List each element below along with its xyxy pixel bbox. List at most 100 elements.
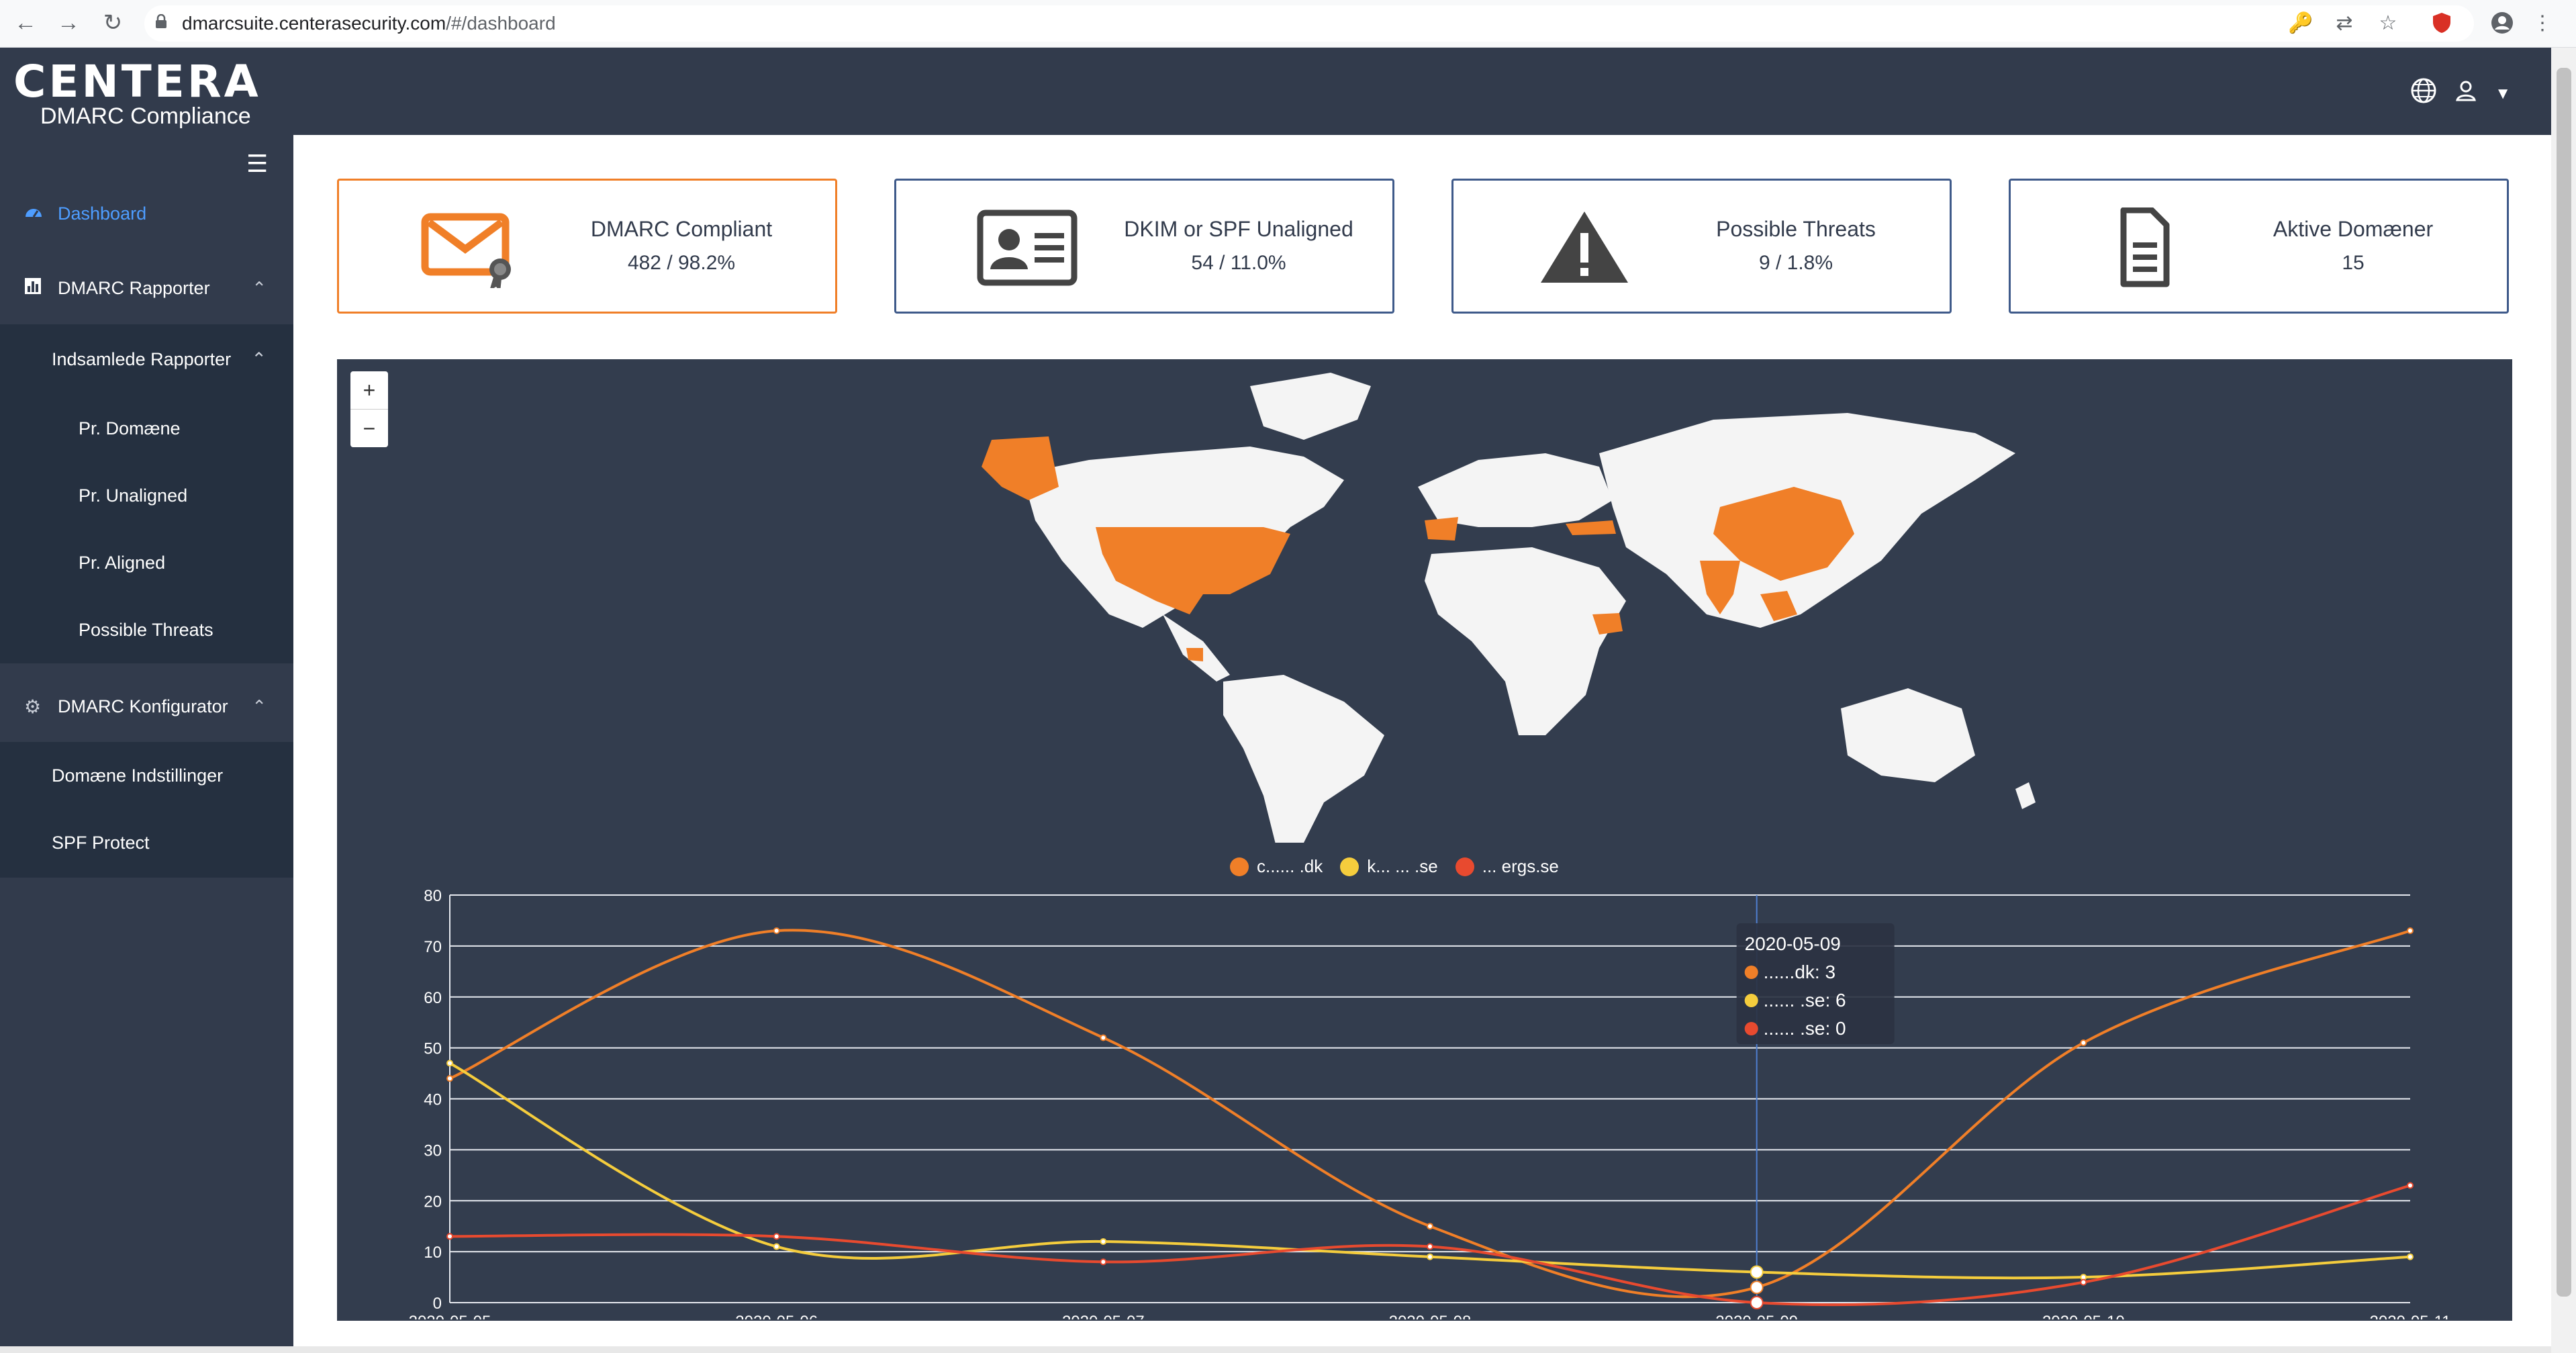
y-tick-label: 20: [424, 1193, 442, 1211]
menu-collapse-icon[interactable]: ☰: [246, 150, 269, 177]
map-india: [1700, 561, 1740, 614]
sidebar-item-pr-unaligned[interactable]: Pr. Unaligned: [0, 462, 293, 529]
shield-icon[interactable]: [2427, 8, 2456, 38]
map-south-america: [1223, 675, 1384, 843]
map-europe: [1418, 453, 1613, 527]
tooltip-date: 2020-05-09: [1745, 933, 1841, 954]
menu-dots-icon[interactable]: ⋮: [2532, 11, 2553, 34]
legend-item[interactable]: k... ... .se: [1340, 856, 1438, 877]
card-title: Aktive Domæner: [2273, 217, 2434, 241]
x-tick-label: 2020-05-07: [1062, 1313, 1145, 1319]
legend-dot: [1340, 857, 1359, 876]
data-point: [1750, 1265, 1764, 1279]
data-point: [2080, 1278, 2087, 1286]
card-title: DKIM or SPF Unaligned: [1124, 217, 1353, 241]
sidebar-item-pr-aligned[interactable]: Pr. Aligned: [0, 529, 293, 596]
sidebar-item-dmarc-rapporter[interactable]: DMARC Rapporter ⌃: [0, 258, 293, 318]
user-icon[interactable]: [2454, 79, 2477, 109]
sidebar-item-label: SPF Protect: [52, 832, 150, 853]
card-dkim-spf-unaligned[interactable]: DKIM or SPF Unaligned 54 / 11.0%: [894, 179, 1394, 314]
y-tick-label: 40: [424, 1091, 442, 1109]
brand-subtitle: DMARC Compliance: [40, 103, 251, 129]
document-icon: [2091, 207, 2192, 288]
star-icon[interactable]: ☆: [2379, 11, 2397, 34]
back-icon[interactable]: ←: [14, 9, 37, 36]
data-point: [2407, 927, 2414, 935]
gear-icon: ⚙: [24, 696, 42, 717]
tooltip-dot: [1744, 966, 1758, 979]
x-tick-label: 2020-05-10: [2042, 1313, 2125, 1319]
card-value: 54 / 11.0%: [1191, 252, 1286, 274]
sidebar-item-domaene-indstillinger[interactable]: Domæne Indstillinger: [0, 742, 293, 809]
x-tick-label: 2020-05-06: [735, 1313, 818, 1319]
chevron-up-icon: ⌃: [252, 277, 267, 298]
forward-icon[interactable]: →: [57, 9, 80, 36]
translate-icon[interactable]: ⇄: [2336, 11, 2353, 34]
account-icon[interactable]: [2487, 8, 2517, 38]
tooltip-dot: [1744, 994, 1758, 1007]
dmarc-konfigurator-submenu: Domæne Indstillinger SPF Protect: [0, 742, 293, 878]
sidebar-item-label: Domæne Indstillinger: [52, 765, 224, 786]
data-point: [1427, 1223, 1433, 1230]
sidebar: ☰ Dashboard DMARC Rapporter ⌃ Indsamlede…: [0, 135, 293, 1353]
world-map[interactable]: [337, 359, 2512, 843]
chart-legend: c...... .dk k... ... .se ... ergs.se: [1230, 856, 1559, 877]
sidebar-item-label: Possible Threats: [79, 619, 213, 640]
x-tick-label: 2020-05-08: [1389, 1313, 1472, 1319]
sidebar-item-dmarc-konfigurator[interactable]: ⚙ DMARC Konfigurator ⌃: [0, 676, 293, 737]
x-tick-label: 2020-05-11: [2370, 1313, 2451, 1319]
legend-item[interactable]: c...... .dk: [1230, 856, 1323, 877]
address-bar[interactable]: dmarcsuite.centerasecurity.com/#/dashboa…: [144, 5, 2474, 42]
card-title: DMARC Compliant: [590, 217, 773, 241]
scrollbar[interactable]: [2551, 48, 2576, 1353]
data-point: [773, 1233, 780, 1240]
chevron-down-icon[interactable]: ▼: [2495, 85, 2511, 103]
legend-dot: [1230, 857, 1249, 876]
x-tick-label: 2020-05-05: [409, 1313, 491, 1319]
data-point: [1100, 1034, 1107, 1041]
sidebar-item-pr-domaene[interactable]: Pr. Domæne: [0, 395, 293, 462]
line-chart[interactable]: 0 10 20 30 40 50 60 70 80 2020-05-05 2020-05-06 202…: [337, 863, 2512, 1319]
bottom-bar: [0, 1346, 2551, 1353]
card-dmarc-compliant[interactable]: DMARC Compliant 482 / 98.2%: [337, 179, 837, 314]
x-tick-label: 2020-05-09: [1715, 1313, 1798, 1319]
sidebar-item-spf-protect[interactable]: SPF Protect: [0, 809, 293, 876]
legend-label: c...... .dk: [1257, 856, 1323, 876]
zoom-in-button[interactable]: +: [350, 371, 388, 410]
y-tick-label: 80: [424, 887, 442, 905]
data-point: [773, 927, 780, 935]
scrollbar-thumb[interactable]: [2557, 68, 2571, 1297]
y-tick-label: 0: [433, 1295, 442, 1313]
tooltip-row: ...... .se: 0: [1764, 1018, 1846, 1039]
data-point: [1100, 1238, 1107, 1245]
sidebar-item-possible-threats[interactable]: Possible Threats: [0, 596, 293, 663]
data-point: [2080, 1039, 2087, 1047]
legend-item[interactable]: ... ergs.se: [1455, 856, 1559, 877]
data-point: [1427, 1253, 1433, 1260]
card-aktive-domaener[interactable]: Aktive Domæner 15: [2009, 179, 2509, 314]
key-icon[interactable]: 🔑: [2288, 11, 2313, 34]
card-value: 482 / 98.2%: [627, 252, 736, 274]
logo[interactable]: CENTERA DMARC Compliance: [13, 60, 261, 129]
reload-icon[interactable]: ↻: [103, 10, 123, 36]
browser-toolbar: ← → ↻ dmarcsuite.centerasecurity.com/#/d…: [0, 0, 2576, 48]
globe-icon[interactable]: [2410, 77, 2437, 111]
map-alaska: [982, 436, 1059, 500]
sidebar-item-label: DMARC Konfigurator: [58, 696, 228, 716]
map-africa: [1425, 547, 1626, 735]
sidebar-item-dashboard[interactable]: Dashboard: [0, 183, 293, 244]
map-turkey: [1566, 520, 1616, 535]
sidebar-item-indsamlede-rapporter[interactable]: Indsamlede Rapporter ⌃: [0, 324, 293, 395]
map-ethiopia: [1592, 613, 1623, 635]
data-point: [446, 1060, 453, 1067]
y-tick-label: 10: [424, 1244, 442, 1262]
card-possible-threats[interactable]: Possible Threats 9 / 1.8%: [1451, 179, 1952, 314]
map-southeast-asia: [1760, 591, 1797, 621]
y-tick-label: 30: [424, 1141, 442, 1160]
bar-chart-icon: [24, 277, 58, 299]
legend-label: k... ... .se: [1367, 856, 1438, 876]
app-header: CENTERA DMARC Compliance ▼: [0, 48, 2551, 135]
legend-label: ... ergs.se: [1482, 856, 1559, 876]
data-point: [446, 1233, 453, 1240]
zoom-out-button[interactable]: −: [363, 416, 376, 440]
